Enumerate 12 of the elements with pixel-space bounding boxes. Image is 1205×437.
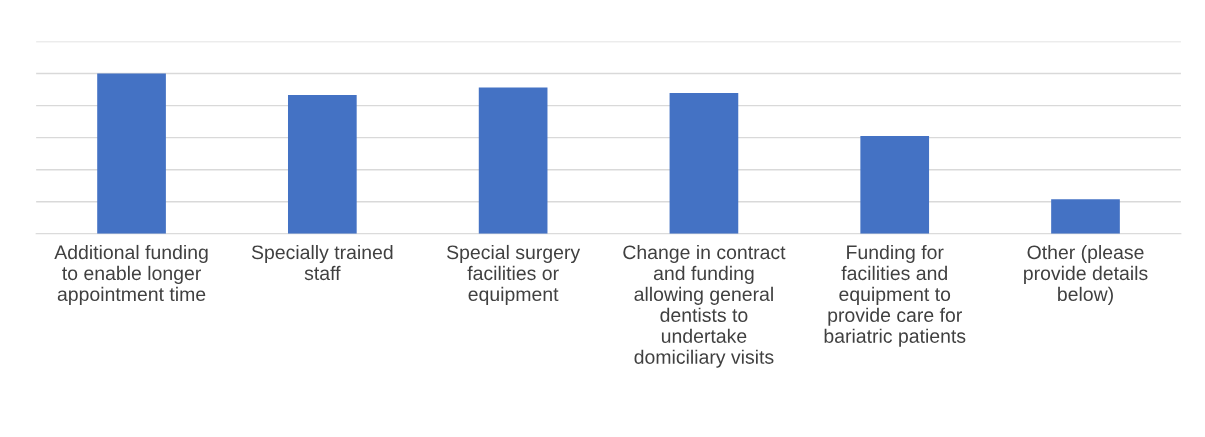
x-tick-label: Funding for facilities and equipment to provide care for bariatric patients xyxy=(824,244,966,347)
x-tick-label: Change in contract and funding allowing general dentists to undertake domiciliary visits xyxy=(623,244,786,368)
x-tick-label: Special surgery facilities or equipment xyxy=(447,244,581,305)
x-tick-label: Specially trained staff xyxy=(251,244,393,281)
bar xyxy=(669,92,739,234)
bar xyxy=(288,95,357,234)
bar xyxy=(860,135,930,234)
bar xyxy=(478,87,548,234)
x-tick-label: Other (please provide details below) xyxy=(1024,244,1148,305)
bar xyxy=(1051,199,1120,234)
bar xyxy=(97,73,166,234)
x-tick-label: Additional funding to enable longer appointment time xyxy=(54,244,208,305)
